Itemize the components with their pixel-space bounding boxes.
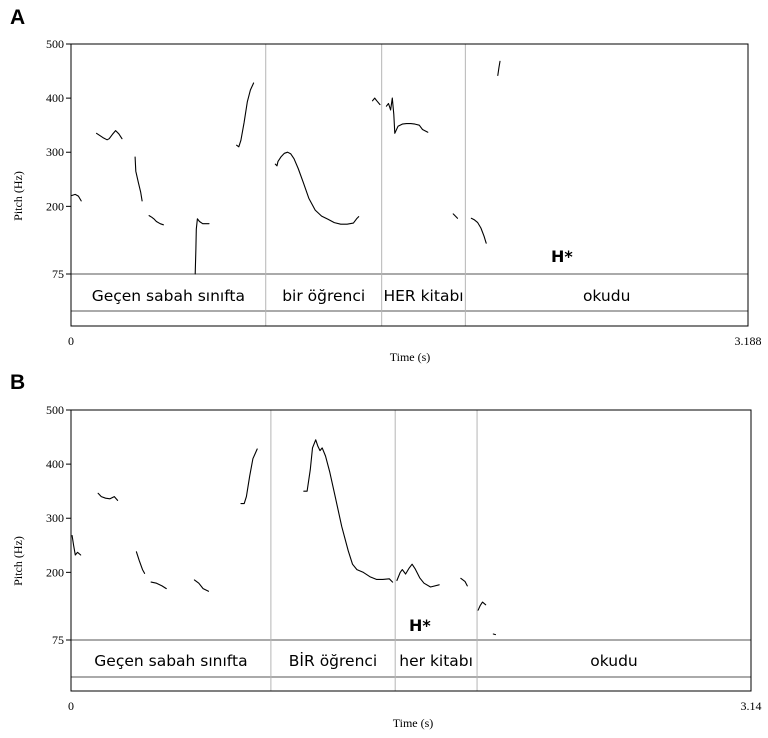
pitch-track-b-3 (135, 551, 146, 574)
panel-label-a: A (10, 6, 25, 29)
y-tick-label: 300 (46, 511, 64, 525)
x-tick-label: 0 (68, 334, 74, 348)
pitch-track-b-5 (193, 579, 210, 592)
pitch-track-a-10 (452, 213, 459, 219)
pitch-accent-label-b: H* (409, 616, 431, 635)
pitch-track-b-2 (97, 492, 119, 501)
panel-b: B Pitch (Hz) Time (s) 500 400 300 200 75 0 3.1… (10, 371, 762, 730)
y-tick-label: 75 (52, 633, 64, 647)
pitch-track-a-3 (134, 156, 143, 202)
pitch-track-b-11 (492, 633, 497, 636)
y-axis-title-b: Pitch (Hz) (11, 536, 25, 586)
pitch-track-a-11 (470, 217, 487, 244)
word-label: her kitabı (399, 652, 473, 670)
pitch-track-a-8 (371, 97, 381, 106)
y-tick-label: 400 (46, 91, 64, 105)
word-label: BİR öğrenci (289, 651, 377, 670)
pitch-track-b-7 (303, 439, 394, 583)
word-label: HER kitabı (383, 287, 463, 305)
word-label: Geçen sabah sınıfta (94, 652, 247, 670)
pitch-track-a-1 (71, 193, 82, 202)
pitch-track-b-10 (477, 601, 487, 611)
pitch-track-a-12 (497, 60, 501, 76)
y-tick-label: 200 (46, 565, 64, 579)
panel-label-b: B (10, 371, 25, 394)
word-label: bir öğrenci (282, 287, 365, 305)
word-label: okudu (583, 287, 630, 305)
pitch-track-b-4 (150, 581, 167, 590)
y-tick-label: 300 (46, 145, 64, 159)
pitch-track-a-7 (274, 151, 360, 225)
pitch-track-a-5 (194, 218, 210, 275)
word-label: okudu (590, 652, 637, 670)
pitch-track-a-6 (236, 82, 255, 148)
pitch-track-b-6 (240, 448, 258, 505)
pitch-track-a-2 (95, 130, 123, 141)
x-tick-label: 0 (68, 699, 74, 713)
y-axis-title-a: Pitch (Hz) (11, 171, 25, 221)
x-tick-label: 3.14 (741, 699, 762, 713)
pitch-track-b-9 (460, 577, 468, 587)
y-tick-label: 75 (52, 267, 64, 281)
x-axis-title-a: Time (s) (390, 350, 431, 364)
pitch-track-b-8 (396, 563, 440, 588)
y-tick-label: 500 (46, 403, 64, 417)
panel-a: A Pitch (Hz) Time (s) 500 400 300 200 75 0 3.1… (10, 6, 762, 364)
pitch-accent-label-a: H* (551, 247, 573, 266)
plot-frame-b (70, 409, 752, 692)
word-label: Geçen sabah sınıfta (92, 287, 245, 305)
pitch-track-a-4 (148, 215, 164, 226)
y-tick-label: 200 (46, 199, 64, 213)
pitch-track-a-9 (385, 97, 429, 134)
pitch-track-b-1 (71, 535, 82, 556)
plot-frame-a (70, 43, 749, 327)
y-tick-label: 500 (46, 37, 64, 51)
y-tick-label: 400 (46, 457, 64, 471)
x-axis-title-b: Time (s) (393, 716, 434, 730)
x-tick-label: 3.188 (735, 334, 762, 348)
